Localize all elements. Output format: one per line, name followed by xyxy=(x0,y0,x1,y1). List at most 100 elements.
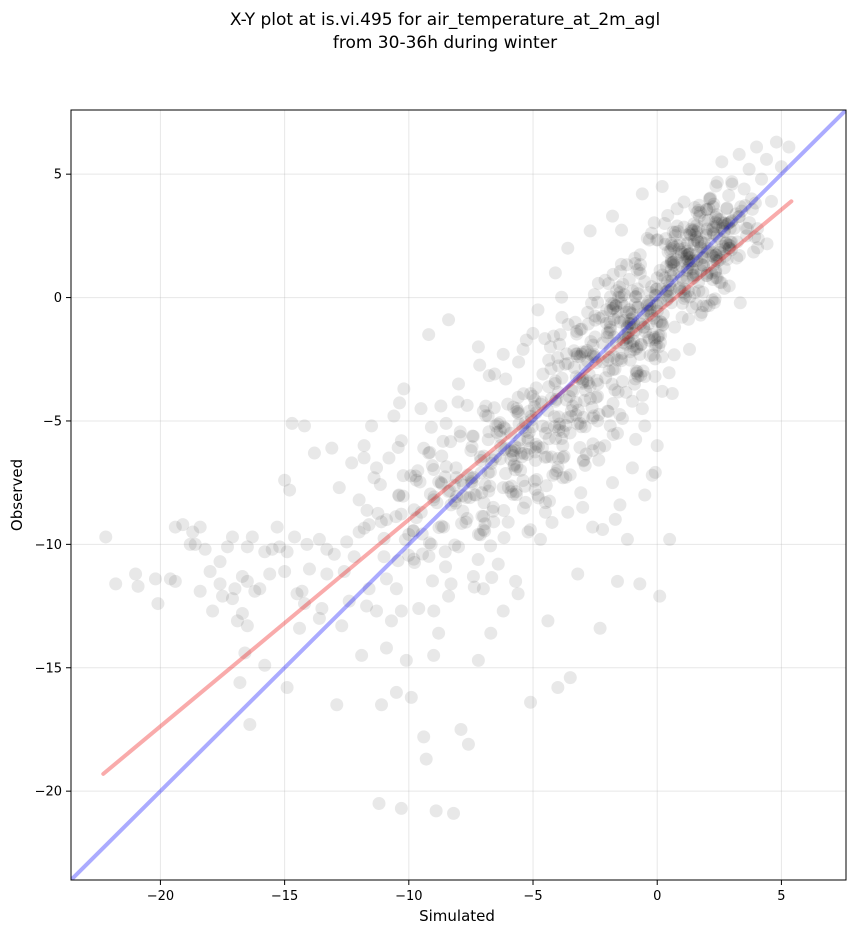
scatter-point xyxy=(710,175,724,189)
scatter-point xyxy=(694,263,708,277)
scatter-point xyxy=(664,257,678,271)
scatter-point xyxy=(607,297,621,311)
scatter-point xyxy=(601,405,615,419)
scatter-point xyxy=(555,290,569,304)
scatter-point xyxy=(467,580,481,594)
scatter-point xyxy=(583,347,597,361)
scatter-point xyxy=(423,487,437,501)
scatter-point xyxy=(708,292,722,306)
scatter-point xyxy=(712,231,726,245)
scatter-point xyxy=(755,172,769,186)
scatter-point xyxy=(709,210,723,224)
scatter-point xyxy=(681,236,695,250)
scatter-point xyxy=(622,316,636,330)
y-tick-label: −10 xyxy=(35,538,62,553)
scatter-point xyxy=(497,531,511,545)
scatter-point xyxy=(148,572,162,586)
scatter-point xyxy=(681,248,695,262)
scatter-point xyxy=(672,282,686,296)
scatter-point xyxy=(475,509,489,523)
scatter-point xyxy=(686,269,700,283)
scatter-point xyxy=(610,426,624,440)
scatter-point xyxy=(414,505,428,519)
scatter-point xyxy=(670,238,684,252)
scatter-point xyxy=(693,205,707,219)
scatter-point xyxy=(529,453,543,467)
scatter-point xyxy=(655,384,669,398)
scatter-point xyxy=(643,286,657,300)
scatter-point xyxy=(664,255,678,269)
scatter-point xyxy=(538,332,552,346)
scatter-point xyxy=(398,533,412,547)
scatter-point xyxy=(613,286,627,300)
scatter-point xyxy=(670,202,684,216)
scatter-point xyxy=(548,394,562,408)
scatter-point xyxy=(168,574,182,588)
scatter-point xyxy=(634,337,648,351)
scatter-point xyxy=(570,347,584,361)
scatter-point xyxy=(696,299,710,313)
scatter-point xyxy=(568,315,582,329)
scatter-point xyxy=(603,342,617,356)
scatter-point xyxy=(664,236,678,250)
scatter-point xyxy=(280,545,294,559)
plot-frame xyxy=(70,109,847,881)
scatter-point xyxy=(564,410,578,424)
scatter-point xyxy=(372,796,386,810)
scatter-point xyxy=(481,409,495,423)
scatter-point xyxy=(542,494,556,508)
scatter-point xyxy=(484,539,498,553)
scatter-point xyxy=(370,604,384,618)
scatter-point xyxy=(658,271,672,285)
scatter-point xyxy=(709,248,723,262)
scatter-point xyxy=(509,488,523,502)
scatter-point xyxy=(683,290,697,304)
scatter-point xyxy=(680,252,694,266)
scatter-point xyxy=(642,294,656,308)
scatter-point xyxy=(567,360,581,374)
scatter-point xyxy=(619,305,633,319)
scatter-point xyxy=(649,338,663,352)
scatter-point xyxy=(627,377,641,391)
scatter-point xyxy=(708,265,722,279)
scatter-point xyxy=(655,268,669,282)
scatter-point xyxy=(689,230,703,244)
scatter-point xyxy=(725,175,739,189)
scatter-point xyxy=(542,380,556,394)
scatter-point xyxy=(690,254,704,268)
scatter-point xyxy=(507,457,521,471)
scatter-point xyxy=(467,488,481,502)
scatter-point xyxy=(664,296,678,310)
scatter-point xyxy=(621,326,635,340)
scatter-point xyxy=(598,273,612,287)
scatter-point xyxy=(285,416,299,430)
scatter-point xyxy=(553,337,567,351)
scatter-point xyxy=(486,453,500,467)
scatter-point xyxy=(717,225,731,239)
scatter-point xyxy=(705,293,719,307)
scatter-point xyxy=(478,478,492,492)
scatter-point xyxy=(424,537,438,551)
scatter-point xyxy=(637,321,651,335)
scatter-point xyxy=(474,466,488,480)
scatter-point xyxy=(627,334,641,348)
scatter-point xyxy=(705,249,719,263)
scatter-point xyxy=(689,268,703,282)
y-tick-label: 5 xyxy=(54,168,62,183)
scatter-point xyxy=(622,272,636,286)
scatter-point xyxy=(623,353,637,367)
scatter-point xyxy=(672,242,686,256)
scatter-point xyxy=(561,505,575,519)
identity-line xyxy=(71,110,846,880)
scatter-point xyxy=(444,577,458,591)
scatter-point xyxy=(663,278,677,292)
scatter-point xyxy=(713,275,727,289)
scatter-point xyxy=(624,312,638,326)
scatter-point xyxy=(634,338,648,352)
scatter-point xyxy=(661,283,675,297)
scatter-point xyxy=(499,372,513,386)
scatter-point xyxy=(514,446,528,460)
scatter-point xyxy=(479,409,493,423)
scatter-point xyxy=(481,466,495,480)
scatter-point xyxy=(347,550,361,564)
